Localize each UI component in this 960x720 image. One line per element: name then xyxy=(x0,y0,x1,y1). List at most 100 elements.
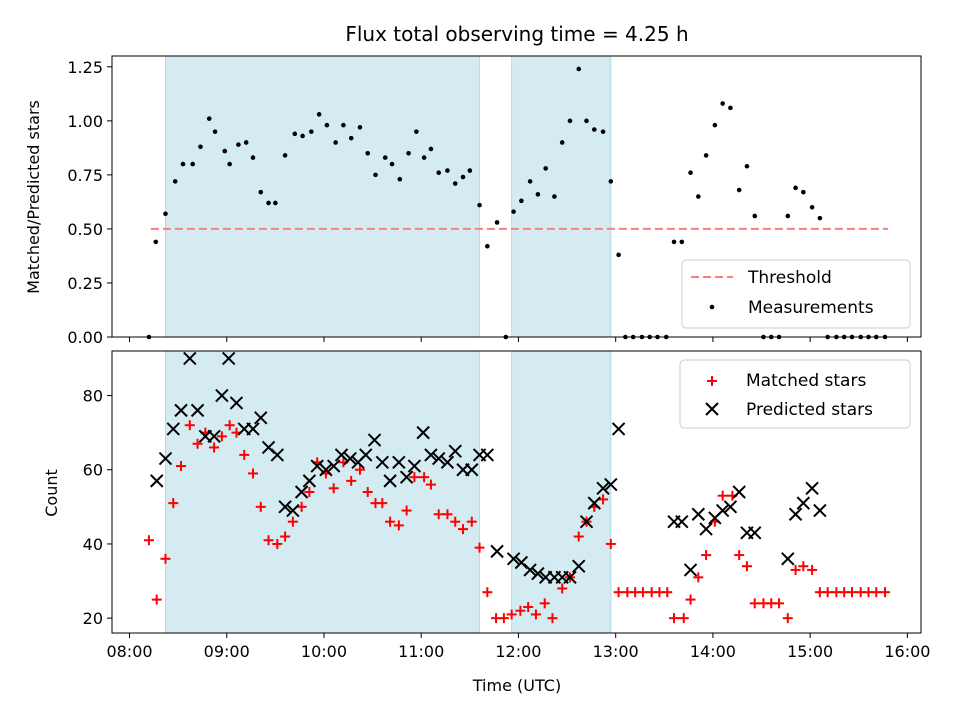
measurements-point xyxy=(809,205,815,210)
matched-stars-point xyxy=(450,516,461,527)
matched-stars-point xyxy=(255,501,266,512)
measurements-point xyxy=(600,129,606,134)
matched-stars-point xyxy=(613,587,624,598)
ratio-y-axis-label: Matched/Predicted stars xyxy=(24,100,43,294)
measurements-point xyxy=(801,189,806,195)
x-tick-label: 10:00 xyxy=(301,642,347,661)
measurements-point xyxy=(688,170,693,176)
count-panel: 08:00 09:00 10:00 11:00 12:00 13:00 14:00 15:00… xyxy=(42,350,930,661)
predicted-stars-point xyxy=(174,403,188,418)
measurements-point xyxy=(382,155,388,160)
matched-stars-point xyxy=(296,501,307,512)
legend-threshold-label: Threshold xyxy=(747,268,832,288)
measurements-point xyxy=(616,252,621,258)
predicted-stars-point xyxy=(294,485,309,499)
count-legend: Matched stars Predicted stars xyxy=(679,359,911,429)
measurements-point xyxy=(212,129,218,134)
measurements-point xyxy=(467,168,473,173)
ratio-y-tick-label: 0.25 xyxy=(67,274,103,293)
count-y-tick-label: 60 xyxy=(83,461,103,480)
matched-stars-point xyxy=(393,520,404,531)
matched-stars-point xyxy=(749,598,760,609)
matched-stars-point xyxy=(598,494,609,505)
measurements-point xyxy=(535,192,541,197)
predicted-stars-point xyxy=(424,448,438,462)
measurements-point xyxy=(477,202,482,208)
predicted-stars-point xyxy=(254,411,268,425)
matched-stars-point xyxy=(458,524,469,535)
matched-stars-point xyxy=(247,468,258,479)
predicted-stars-point xyxy=(604,477,618,492)
matched-stars-point xyxy=(506,609,517,620)
matched-stars-point xyxy=(774,598,785,609)
measurements-point xyxy=(485,243,490,249)
measurements-point xyxy=(511,209,516,214)
matched-stars-point xyxy=(678,613,689,624)
measurements-point xyxy=(406,150,411,156)
measurements-point xyxy=(180,161,186,167)
matched-stars-point xyxy=(287,516,298,527)
measurements-point xyxy=(712,122,718,128)
predicted-stars-point xyxy=(480,448,495,462)
matched-stars-point xyxy=(209,442,220,453)
predicted-stars-point xyxy=(432,451,446,466)
matched-stars-point xyxy=(741,561,752,572)
predicted-stars-point xyxy=(465,463,479,477)
measurements-point xyxy=(292,131,298,137)
predicted-stars-point xyxy=(781,552,795,566)
predicted-stars-point xyxy=(375,455,390,470)
matched-stars-point xyxy=(176,461,187,472)
predicted-stars-point xyxy=(334,448,349,462)
predicted-stars-point xyxy=(246,422,260,436)
count-y-tick-label: 80 xyxy=(83,387,103,406)
measurements-point xyxy=(236,142,241,147)
measurements-point xyxy=(543,166,548,171)
matched-stars-point xyxy=(880,587,891,598)
predicted-stars-point xyxy=(302,474,317,488)
matched-stars-point xyxy=(515,605,526,616)
ratio-panel: 0.00 0.25 0.50 0.75 1.00 1.25 Matched/Predict… xyxy=(24,55,922,347)
predicted-stars-point xyxy=(190,403,205,418)
predicted-stars-point xyxy=(715,503,730,518)
matched-stars-point xyxy=(409,472,420,483)
measurements-point xyxy=(494,220,500,225)
ratio-y-tick-label: 1.25 xyxy=(67,58,103,77)
count-y-tick-label: 40 xyxy=(83,535,103,554)
predicted-stars-point xyxy=(416,425,430,440)
predicted-stars-point xyxy=(683,563,698,577)
measurements-point xyxy=(414,129,419,134)
measurements-point xyxy=(817,215,823,221)
measurements-point xyxy=(190,161,196,167)
matched-stars-point xyxy=(539,598,550,609)
predicted-stars-point xyxy=(383,474,397,488)
measurements-point xyxy=(703,153,709,158)
predicted-stars-point xyxy=(215,388,229,403)
measurements-point xyxy=(559,140,565,145)
predicted-stars-point xyxy=(286,503,300,518)
matched-stars-point xyxy=(798,561,809,572)
matched-stars-point xyxy=(822,587,833,598)
measurements-point xyxy=(785,213,791,219)
matched-stars-point xyxy=(346,475,357,486)
measurements-point xyxy=(436,170,442,176)
predicted-stars-point xyxy=(183,351,197,366)
matched-stars-point xyxy=(280,531,291,542)
matched-stars-point xyxy=(557,583,568,594)
measurements-point xyxy=(243,140,249,145)
predicted-stars-point xyxy=(166,422,180,436)
ratio-panel-frame xyxy=(111,55,922,338)
count-y-axis-label: Count xyxy=(42,469,61,517)
measurements-point xyxy=(348,135,354,141)
measurements-point xyxy=(258,189,264,195)
ratio-legend-box xyxy=(681,259,911,329)
matched-stars-point xyxy=(662,587,673,598)
matched-stars-point xyxy=(530,609,541,620)
measurements-point xyxy=(552,194,557,199)
measurements-point xyxy=(163,211,168,217)
matched-stars-point xyxy=(151,594,162,605)
predicted-stars-point xyxy=(506,552,521,566)
count-legend-box xyxy=(679,359,911,429)
legend-measurements-swatch xyxy=(709,304,715,310)
x-tick-label: 11:00 xyxy=(398,642,444,661)
predicted-stars-point xyxy=(723,500,738,514)
